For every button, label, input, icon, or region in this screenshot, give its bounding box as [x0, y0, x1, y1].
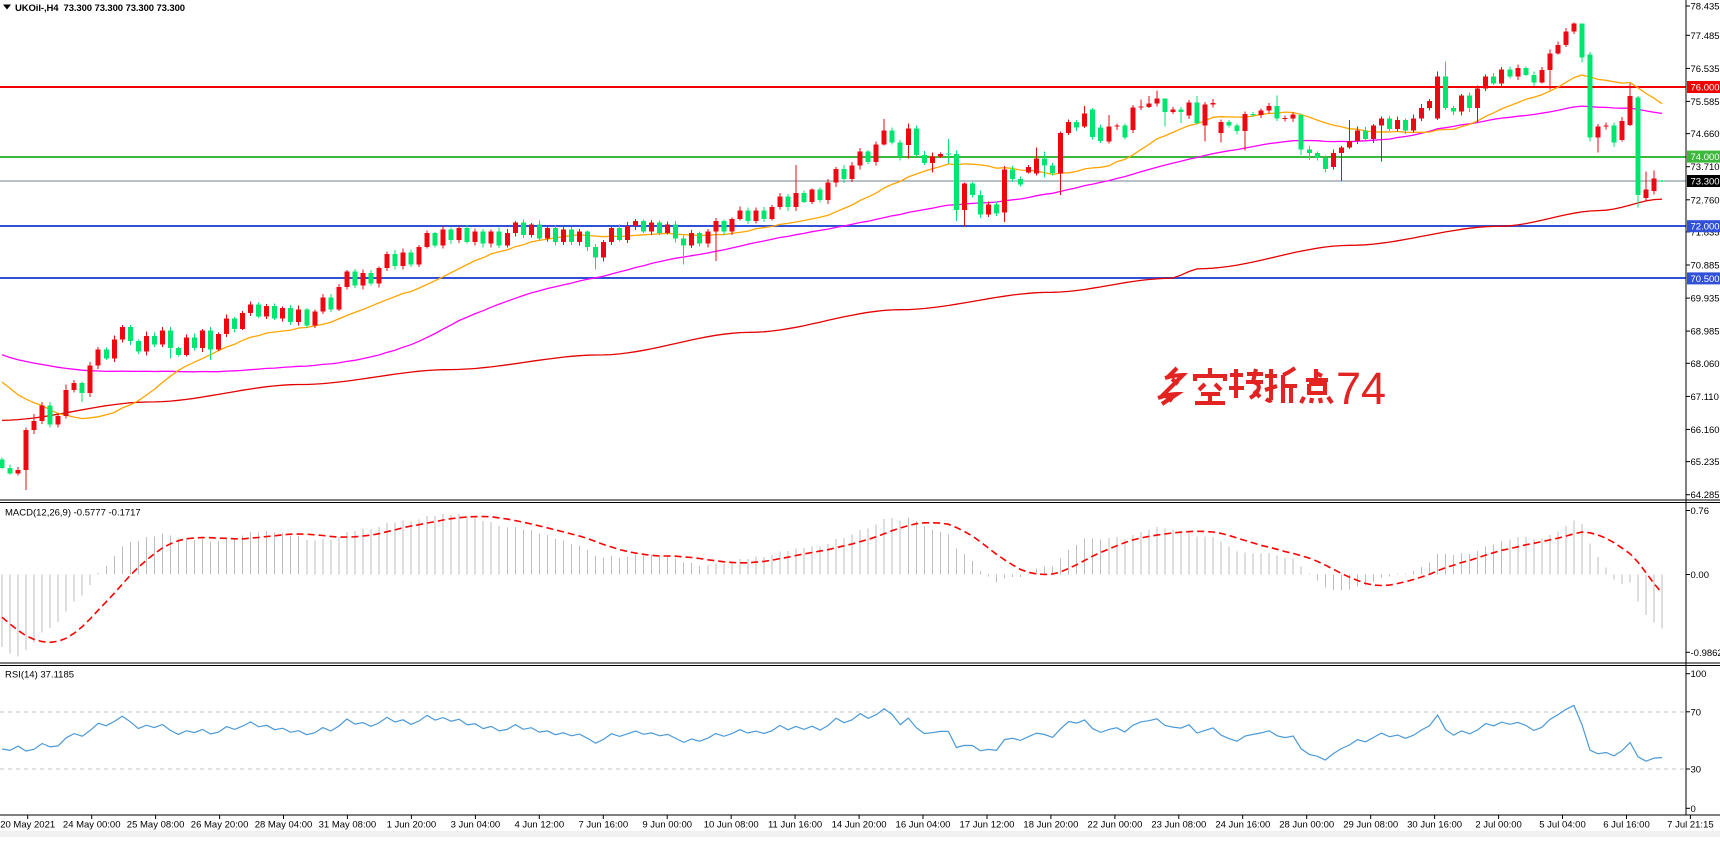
svg-text:73.300: 73.300	[1691, 177, 1720, 188]
svg-text:70.500: 70.500	[1691, 274, 1720, 285]
svg-text:74.000: 74.000	[1691, 152, 1720, 163]
svg-text:26 May 20:00: 26 May 20:00	[191, 820, 249, 831]
svg-text:18 Jun 20:00: 18 Jun 20:00	[1023, 820, 1078, 831]
svg-text:4 Jun 12:00: 4 Jun 12:00	[514, 820, 564, 831]
svg-text:6 Jul 16:00: 6 Jul 16:00	[1603, 820, 1649, 831]
svg-text:30 Jun 16:00: 30 Jun 16:00	[1407, 820, 1462, 831]
svg-text:73.710: 73.710	[1691, 162, 1720, 173]
svg-text:75.585: 75.585	[1691, 97, 1720, 108]
svg-text:24 Jun 16:00: 24 Jun 16:00	[1215, 820, 1270, 831]
svg-text:24 May 00:00: 24 May 00:00	[63, 820, 121, 831]
svg-text:66.160: 66.160	[1691, 425, 1720, 436]
svg-text:9 Jun 00:00: 9 Jun 00:00	[642, 820, 692, 831]
svg-text:RSI(14) 37.1185: RSI(14) 37.1185	[5, 670, 74, 681]
svg-text:23 Jun 08:00: 23 Jun 08:00	[1151, 820, 1206, 831]
svg-text:25 May 08:00: 25 May 08:00	[127, 820, 185, 831]
svg-text:11 Jun 16:00: 11 Jun 16:00	[768, 820, 822, 831]
svg-text:76.000: 76.000	[1691, 83, 1720, 94]
svg-text:0: 0	[1691, 804, 1696, 815]
svg-text:29 Jun 08:00: 29 Jun 08:00	[1343, 820, 1398, 831]
svg-text:70: 70	[1691, 707, 1702, 718]
svg-text:77.485: 77.485	[1691, 31, 1720, 42]
svg-text:MACD(12,26,9) -0.5777 -0.1717: MACD(12,26,9) -0.5777 -0.1717	[5, 508, 141, 519]
svg-text:1 Jun 20:00: 1 Jun 20:00	[387, 820, 437, 831]
svg-text:22 Jun 00:00: 22 Jun 00:00	[1087, 820, 1142, 831]
svg-text:100: 100	[1691, 669, 1707, 680]
svg-text:0.00: 0.00	[1691, 570, 1710, 581]
svg-text:-0.9862: -0.9862	[1691, 648, 1720, 659]
svg-text:68.060: 68.060	[1691, 359, 1720, 370]
svg-text:0.76: 0.76	[1691, 506, 1710, 517]
svg-text:28 May 04:00: 28 May 04:00	[255, 820, 313, 831]
svg-text:67.110: 67.110	[1691, 392, 1719, 403]
svg-text:30: 30	[1691, 765, 1702, 776]
svg-text:68.985: 68.985	[1691, 327, 1720, 338]
svg-text:3 Jun 04:00: 3 Jun 04:00	[451, 820, 501, 831]
svg-text:14 Jun 20:00: 14 Jun 20:00	[832, 820, 887, 831]
svg-text:70.885: 70.885	[1691, 261, 1720, 272]
svg-text:72.760: 72.760	[1691, 195, 1720, 206]
svg-text:69.935: 69.935	[1691, 294, 1720, 305]
svg-text:28 Jun 00:00: 28 Jun 00:00	[1279, 820, 1334, 831]
svg-text:78.435: 78.435	[1691, 2, 1720, 13]
svg-text:7 Jun 16:00: 7 Jun 16:00	[578, 820, 628, 831]
svg-text:65.235: 65.235	[1691, 457, 1720, 468]
svg-text:64.285: 64.285	[1691, 490, 1720, 501]
svg-text:5 Jul 04:00: 5 Jul 04:00	[1539, 820, 1585, 831]
svg-text:UKOil-,H4 73.300 73.300 73.30: UKOil-,H4 73.300 73.300 73.300 73.300	[15, 3, 185, 14]
svg-text:17 Jun 12:00: 17 Jun 12:00	[960, 820, 1015, 831]
svg-text:76.535: 76.535	[1691, 64, 1720, 75]
svg-text:7 Jul 21:15: 7 Jul 21:15	[1667, 820, 1713, 831]
svg-text:10 Jun 08:00: 10 Jun 08:00	[704, 820, 759, 831]
svg-text:2 Jul 00:00: 2 Jul 00:00	[1475, 820, 1521, 831]
svg-text:72.000: 72.000	[1691, 222, 1720, 233]
svg-text:31 May 08:00: 31 May 08:00	[319, 820, 377, 831]
svg-text:74: 74	[1336, 363, 1386, 414]
svg-text:16 Jun 04:00: 16 Jun 04:00	[896, 820, 951, 831]
svg-text:20 May 2021: 20 May 2021	[0, 820, 55, 831]
svg-text:74.660: 74.660	[1691, 129, 1720, 140]
